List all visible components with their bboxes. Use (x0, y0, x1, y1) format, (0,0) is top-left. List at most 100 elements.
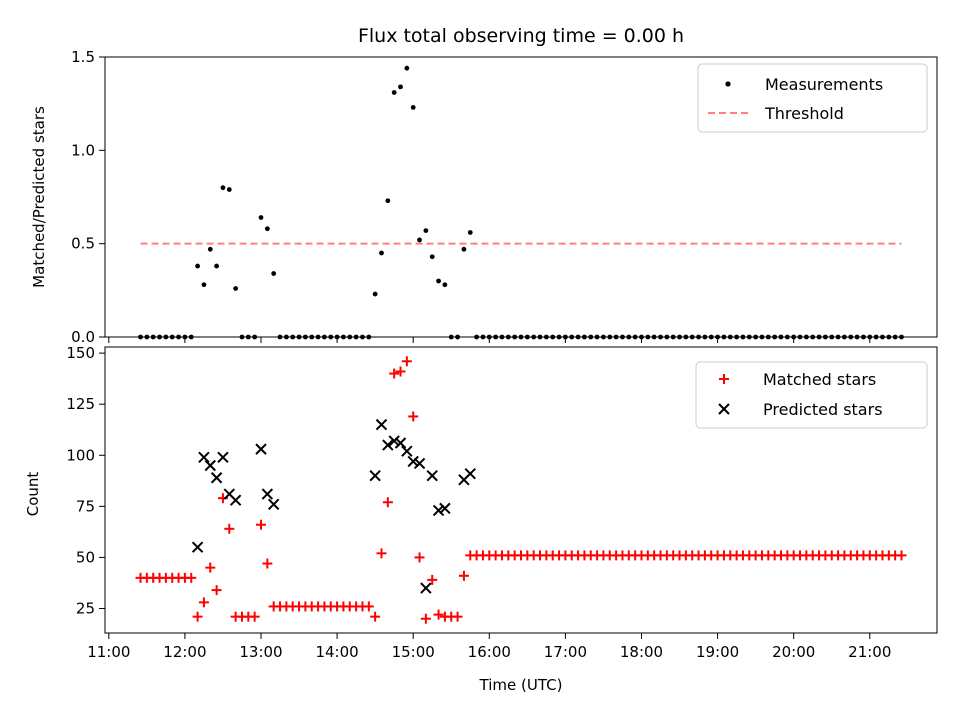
bottom-y-tick-label: 100 (66, 446, 95, 464)
matched-star-point (262, 558, 273, 569)
measurement-point (201, 282, 207, 288)
x-tick-label: 15:00 (392, 643, 435, 661)
measurement-point (423, 228, 429, 234)
x-tick-label: 13:00 (239, 643, 282, 661)
bottom-y-tick-label: 150 (66, 344, 95, 362)
top-y-tick-label: 1.5 (71, 48, 95, 66)
legend-marker-predicted (718, 403, 730, 415)
top-legend: Measurements Threshold (697, 63, 928, 133)
x-tick-label: 14:00 (315, 643, 358, 661)
bottom-y-tick-label: 75 (76, 497, 95, 515)
bottom-legend-box (695, 361, 928, 429)
bottom-panel: 25 50 75 100 125 150 11:00 12:00 13:00 14:00 15:0… (24, 344, 938, 694)
measurement-point (410, 105, 416, 110)
predicted-star-point (407, 455, 419, 468)
measurement-point (391, 90, 397, 95)
measurement-point (385, 198, 391, 204)
measurement-point (271, 271, 277, 276)
predicted-star-point (261, 488, 274, 500)
top-y-tick-label: 1.0 (71, 141, 95, 159)
measurement-point (461, 246, 467, 252)
measurement-point (258, 215, 264, 220)
matched-star-point (192, 611, 203, 622)
predicted-star-point (401, 445, 413, 457)
measurement-point (220, 185, 226, 191)
matched-star-point (395, 366, 406, 377)
measurement-point (436, 278, 441, 284)
predicted-star-point (204, 459, 216, 472)
matched-star-point (414, 552, 425, 563)
measurement-point (417, 237, 422, 243)
top-y-axis-label: Matched/Predicted stars (30, 106, 48, 288)
matched-star-point (408, 411, 419, 422)
predicted-star-point (191, 541, 204, 553)
legend-label-predicted: Predicted stars (763, 400, 883, 419)
legend-label-measurements: Measurements (765, 75, 883, 94)
x-tick-label: 16:00 (468, 643, 511, 661)
bottom-y-axis-label: Count (24, 472, 42, 517)
top-y-tick-label: 0.5 (71, 235, 95, 253)
predicted-star-point (394, 437, 407, 449)
measurement-point (429, 254, 435, 260)
matched-star-point (452, 611, 463, 622)
predicted-star-point (382, 439, 394, 451)
matched-star-point (420, 613, 431, 624)
predicted-star-point (420, 582, 432, 594)
predicted-star-point (210, 472, 223, 484)
x-tick-label: 19:00 (696, 643, 739, 661)
matched-star-point (433, 609, 444, 620)
matched-star-point (376, 548, 387, 559)
measurement-point (372, 291, 378, 297)
matched-star-point (198, 597, 209, 608)
matched-star-point (224, 523, 235, 534)
legend-label-threshold: Threshold (764, 104, 844, 123)
predicted-star-point (217, 451, 229, 464)
predicted-star-point (375, 418, 388, 431)
matched-star-point (401, 356, 412, 367)
measurement-point (379, 250, 384, 256)
legend-label-matched: Matched stars (763, 370, 876, 389)
matched-star-point (427, 574, 438, 585)
predicted-star-point (255, 443, 267, 455)
matched-star-point (186, 572, 197, 583)
top-legend-box (697, 63, 928, 133)
predicted-star-point (426, 469, 438, 482)
top-axes-frame (104, 56, 938, 338)
x-axis-label: Time (UTC) (479, 676, 563, 694)
legend-marker-measurements (725, 81, 731, 87)
measurement-point (264, 226, 270, 232)
x-tick-label: 11:00 (87, 643, 130, 661)
matched-star-point (370, 611, 381, 622)
chart-title: Flux total observing time = 0.00 h (358, 25, 684, 47)
matched-star-point (382, 497, 393, 508)
bottom-y-tick-label: 50 (76, 548, 95, 566)
measurement-point (442, 282, 448, 288)
bottom-y-tick-label: 25 (76, 599, 95, 617)
measurement-point (404, 65, 410, 71)
bottom-legend: Matched stars Predicted stars (695, 361, 928, 429)
matched-star-point (211, 585, 222, 596)
bottom-axes-frame (104, 346, 938, 634)
predicted-star-point (388, 435, 400, 447)
measurement-point (214, 263, 220, 269)
matched-star-point (363, 601, 374, 612)
x-tick-label: 17:00 (544, 643, 587, 661)
matched-star-point (389, 368, 400, 379)
bottom-y-tick-label: 125 (66, 395, 95, 413)
matched-star-point (896, 550, 907, 561)
predicted-star-point (413, 457, 426, 470)
predicted-star-point (432, 504, 445, 517)
x-tick-label: 21:00 (848, 643, 891, 661)
matched-star-point (205, 562, 216, 573)
legend-marker-matched (719, 374, 729, 384)
measurement-point (207, 246, 213, 252)
top-panel: 0.0 0.5 1.0 1.5 Matched/Predicted stars Mea… (30, 48, 938, 346)
measurement-point (195, 263, 200, 269)
matched-star-point (256, 519, 266, 530)
predicted-star-point (464, 467, 476, 480)
measurement-point (233, 286, 239, 291)
measurement-point (226, 187, 232, 192)
x-tick-label: 12:00 (163, 643, 206, 661)
x-tick-label: 20:00 (772, 643, 815, 661)
